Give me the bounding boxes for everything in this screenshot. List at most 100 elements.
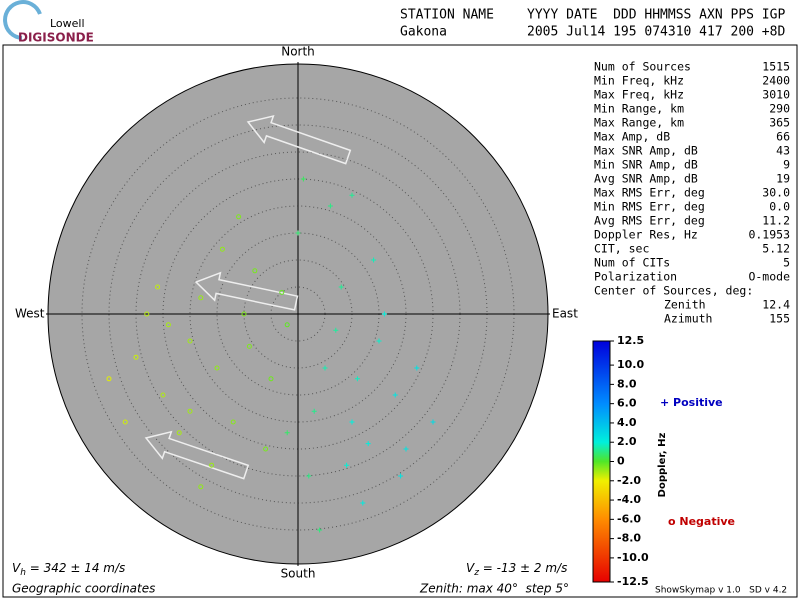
north-label: North: [281, 45, 315, 59]
source-positive: [381, 311, 387, 317]
station-label: STATION NAME: [400, 8, 494, 23]
stat-label: Max SNR Amp, dB: [594, 144, 698, 158]
source-negative: [122, 419, 128, 425]
logo-bottom: DIGISONDE: [18, 31, 94, 45]
source-positive: [403, 446, 409, 452]
center-label: Azimuth: [664, 312, 712, 326]
source-negative: [246, 343, 252, 349]
colorbar-tick-label: 12.5: [617, 334, 644, 347]
date-label: YYYY DATE DDD HHMMSS AXN PPS IGP: [527, 8, 785, 23]
colorbar-tick-label: 8.0: [617, 377, 637, 390]
source-negative: [176, 430, 182, 436]
zenith-note: Zenith: max 40° step 5°: [419, 582, 569, 596]
source-negative: [241, 311, 247, 317]
east-label: East: [552, 307, 578, 321]
source-positive: [284, 430, 290, 436]
version: ShowSkymap v 1.0 SD v 4.2: [655, 586, 787, 596]
source-negative: [214, 365, 220, 371]
source-negative: [236, 214, 242, 220]
source-positive: [344, 462, 350, 468]
stat-label: Max Freq, kHz: [594, 88, 684, 102]
stat-value: 19: [776, 172, 790, 186]
source-positive: [300, 176, 306, 182]
stat-value: 1515: [762, 60, 790, 74]
source-negative: [263, 446, 269, 452]
stat-label: Max Amp, dB: [594, 130, 670, 144]
stat-label: Num of CITs: [594, 256, 670, 270]
colorbar-tick-label: -4.0: [617, 493, 641, 506]
source-negative: [252, 268, 258, 274]
source-negative: [209, 462, 215, 468]
stat-value: 66: [776, 130, 790, 144]
source-negative: [279, 289, 285, 295]
source-positive: [354, 376, 360, 382]
stat-label: Avg RMS Err, deg: [594, 214, 705, 228]
stat-value: 5.12: [762, 242, 790, 256]
source-negative: [187, 408, 193, 414]
logo-arc: [3, 0, 42, 40]
source-positive: [365, 441, 371, 447]
west-label: West: [15, 307, 45, 321]
south-label: South: [281, 567, 316, 581]
source-negative: [268, 376, 274, 382]
logo-top: Lowell: [50, 17, 85, 30]
vz: Vz = -13 ± 2 m/s: [466, 561, 567, 578]
stat-label: Polarization: [594, 270, 677, 284]
source-negative: [284, 322, 290, 328]
center-value: 12.4: [762, 298, 790, 312]
source-positive: [349, 419, 355, 425]
colorbar-tick-label: -6.0: [617, 512, 641, 525]
colorbar: [592, 340, 611, 583]
colorbar-label: Doppler, Hz: [657, 433, 668, 498]
source-negative: [155, 284, 161, 290]
colorbar-tick-label: 0: [617, 455, 625, 468]
legend-negative: o Negative: [668, 515, 735, 528]
frame: [2, 44, 798, 598]
velocity-arrow: [194, 271, 299, 311]
source-positive: [327, 203, 333, 209]
source-negative: [165, 322, 171, 328]
source-negative: [133, 354, 139, 360]
stat-label: Min Range, km: [594, 102, 684, 116]
center-label: Zenith: [664, 298, 706, 312]
center-value: 155: [769, 312, 790, 326]
source-negative: [187, 338, 193, 344]
center-title: Center of Sources, deg:: [594, 284, 753, 298]
source-positive: [376, 338, 382, 344]
source-positive: [430, 419, 436, 425]
colorbar-tick-label: 6.0: [617, 397, 637, 410]
stat-label: Min Freq, kHz: [594, 74, 684, 88]
stat-value: 0.1953: [748, 228, 790, 242]
source-positive: [338, 284, 344, 290]
colorbar-tick-label: -12.5: [617, 575, 649, 588]
source-negative: [198, 484, 204, 490]
source-positive: [349, 192, 355, 198]
stat-label: Min RMS Err, deg: [594, 200, 705, 214]
vh-symbol: V: [12, 561, 21, 575]
vh: Vh = 342 ± 14 m/s: [12, 561, 125, 578]
stat-value: 9: [783, 158, 790, 172]
legend-positive: + Positive: [660, 396, 723, 409]
stat-label: Min SNR Amp, dB: [594, 158, 698, 172]
stat-value: 0.0: [769, 200, 790, 214]
vz-text: = -13 ± 2 m/s: [479, 561, 567, 575]
stat-value: 3010: [762, 88, 790, 102]
stat-value: 365: [769, 116, 790, 130]
source-negative: [144, 311, 150, 317]
stat-value: 30.0: [762, 186, 790, 200]
velocity-arrow: [144, 430, 250, 480]
colorbar-tick-label: -2.0: [617, 474, 641, 487]
source-negative: [198, 295, 204, 301]
stat-label: Doppler Res, Hz: [594, 228, 698, 242]
stat-label: Max RMS Err, deg: [594, 186, 705, 200]
sky-plot: [46, 62, 550, 566]
colorbar-tick-label: 4.0: [617, 416, 637, 429]
colorbar-tick-label: 2.0: [617, 435, 637, 448]
source-positive: [333, 327, 339, 333]
station: Gakona: [400, 25, 447, 40]
stat-label: Avg SNR Amp, dB: [594, 172, 698, 186]
source-positive: [322, 365, 328, 371]
source-positive: [392, 392, 398, 398]
source-positive: [398, 473, 404, 479]
